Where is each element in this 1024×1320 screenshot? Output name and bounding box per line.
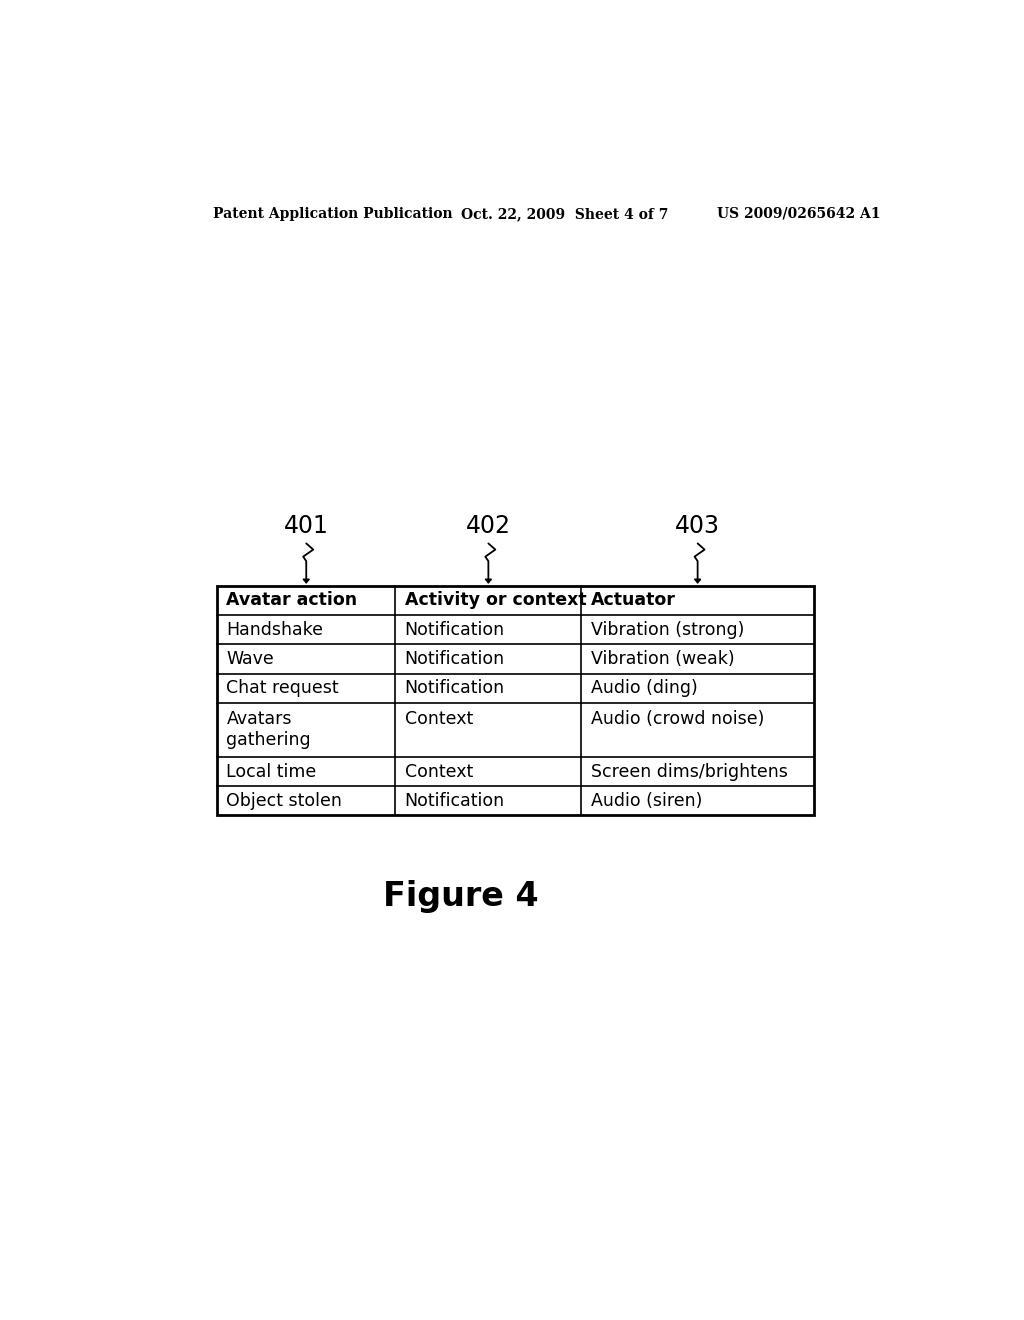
Text: 401: 401 <box>284 513 329 537</box>
Text: Object stolen: Object stolen <box>226 792 342 809</box>
Text: Audio (siren): Audio (siren) <box>591 792 702 809</box>
Text: Vibration (strong): Vibration (strong) <box>591 620 744 639</box>
Polygon shape <box>303 579 309 582</box>
Text: Notification: Notification <box>404 792 505 809</box>
Text: Handshake: Handshake <box>226 620 324 639</box>
Text: Avatars
gathering: Avatars gathering <box>226 710 311 750</box>
Text: Audio (crowd noise): Audio (crowd noise) <box>591 710 764 729</box>
Text: Oct. 22, 2009  Sheet 4 of 7: Oct. 22, 2009 Sheet 4 of 7 <box>461 207 669 220</box>
Text: Audio (ding): Audio (ding) <box>591 680 697 697</box>
Polygon shape <box>694 579 700 582</box>
Text: Local time: Local time <box>226 763 316 780</box>
Text: Context: Context <box>404 710 473 729</box>
Text: Wave: Wave <box>226 649 274 668</box>
Text: US 2009/0265642 A1: US 2009/0265642 A1 <box>717 207 881 220</box>
Text: Vibration (weak): Vibration (weak) <box>591 649 734 668</box>
Polygon shape <box>485 579 492 582</box>
Text: Notification: Notification <box>404 680 505 697</box>
Text: Screen dims/brightens: Screen dims/brightens <box>591 763 787 780</box>
Text: Figure 4: Figure 4 <box>384 880 539 913</box>
Text: Context: Context <box>404 763 473 780</box>
Text: Notification: Notification <box>404 649 505 668</box>
Text: 402: 402 <box>466 513 511 537</box>
Text: Notification: Notification <box>404 620 505 639</box>
Text: Actuator: Actuator <box>591 591 676 610</box>
Text: 403: 403 <box>675 513 720 537</box>
Text: Chat request: Chat request <box>226 680 339 697</box>
Text: Avatar action: Avatar action <box>226 591 357 610</box>
Text: Activity or context: Activity or context <box>404 591 587 610</box>
Text: Patent Application Publication: Patent Application Publication <box>213 207 453 220</box>
Bar <box>217 586 814 816</box>
